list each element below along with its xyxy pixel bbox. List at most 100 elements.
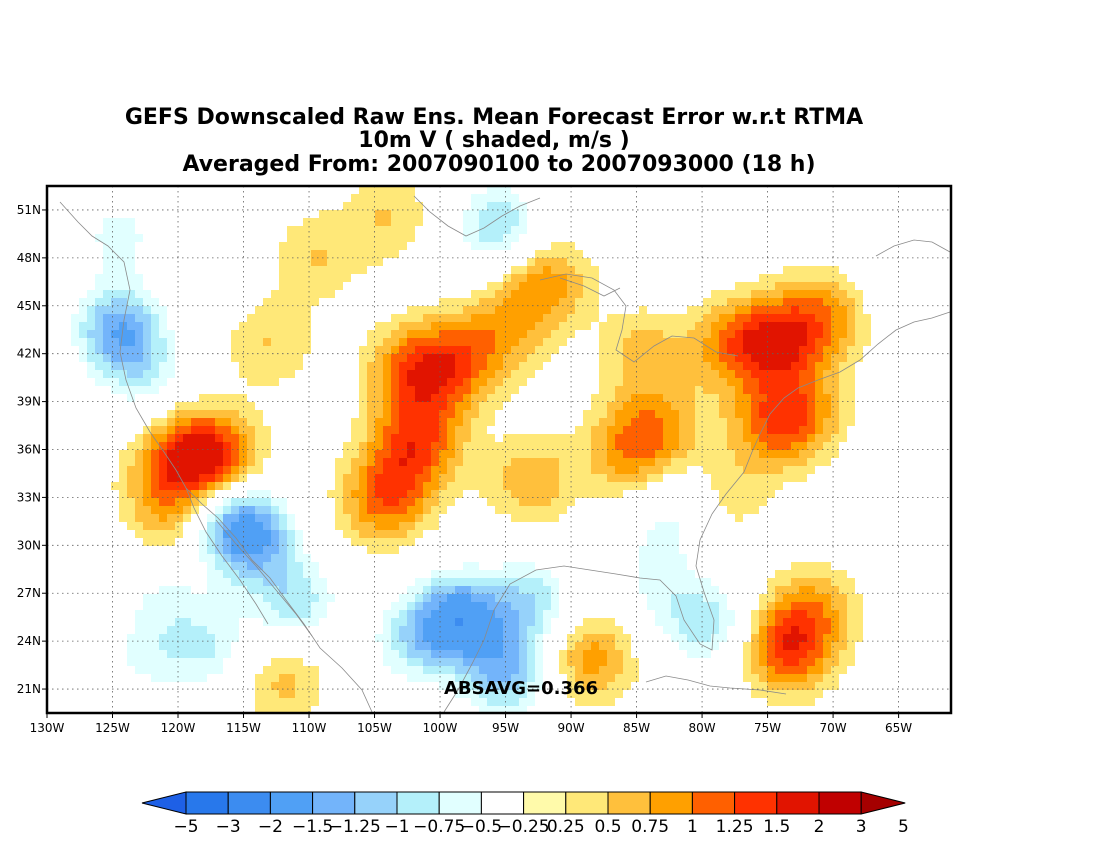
field-cell bbox=[359, 378, 367, 386]
field-cell bbox=[679, 418, 687, 426]
field-cell bbox=[647, 450, 655, 458]
field-cell bbox=[271, 346, 279, 354]
field-cell bbox=[695, 602, 703, 610]
field-cell bbox=[463, 378, 471, 386]
field-cell bbox=[119, 618, 127, 626]
field-cell bbox=[471, 666, 479, 674]
field-cell bbox=[903, 250, 911, 258]
field-cell bbox=[847, 362, 855, 370]
field-cell bbox=[607, 362, 615, 370]
field-cell bbox=[215, 650, 223, 658]
field-cell bbox=[143, 330, 151, 338]
field-cell bbox=[823, 626, 831, 634]
field-cell bbox=[415, 650, 423, 658]
field-cell bbox=[383, 394, 391, 402]
field-cell bbox=[199, 626, 207, 634]
field-cell bbox=[615, 658, 623, 666]
field-cell bbox=[111, 338, 119, 346]
field-cell bbox=[823, 634, 831, 642]
field-cell bbox=[831, 290, 839, 298]
field-cell bbox=[439, 650, 447, 658]
field-cell bbox=[711, 602, 719, 610]
field-cell bbox=[599, 410, 607, 418]
field-cell bbox=[223, 466, 231, 474]
field-cell bbox=[583, 274, 591, 282]
field-cell bbox=[143, 674, 151, 682]
field-cell bbox=[615, 642, 623, 650]
field-cell bbox=[727, 482, 735, 490]
field-cell bbox=[591, 674, 599, 682]
field-cell bbox=[215, 674, 223, 682]
field-cell bbox=[743, 482, 751, 490]
field-cell bbox=[383, 234, 391, 242]
field-cell bbox=[143, 250, 151, 258]
field-cell bbox=[383, 386, 391, 394]
field-cell bbox=[607, 354, 615, 362]
field-cell bbox=[279, 522, 287, 530]
field-cell bbox=[447, 442, 455, 450]
field-cell bbox=[631, 522, 639, 530]
field-cell bbox=[503, 650, 511, 658]
field-cell bbox=[671, 530, 679, 538]
field-cell bbox=[303, 282, 311, 290]
field-cell bbox=[575, 666, 583, 674]
field-cell bbox=[751, 450, 759, 458]
field-cell bbox=[103, 274, 111, 282]
field-cell bbox=[207, 626, 215, 634]
field-cell bbox=[391, 450, 399, 458]
field-cell bbox=[407, 202, 415, 210]
field-cell bbox=[663, 642, 671, 650]
field-cell bbox=[511, 706, 519, 713]
field-cell bbox=[775, 322, 783, 330]
field-cell bbox=[375, 538, 383, 546]
field-cell bbox=[383, 602, 391, 610]
field-cell bbox=[191, 466, 199, 474]
field-cell bbox=[751, 418, 759, 426]
field-cell bbox=[231, 450, 239, 458]
field-cell bbox=[119, 386, 127, 394]
field-cell bbox=[607, 650, 615, 658]
field-cell bbox=[375, 202, 383, 210]
field-cell bbox=[727, 578, 735, 586]
field-cell bbox=[135, 490, 143, 498]
field-cell bbox=[583, 682, 591, 690]
field-cell bbox=[591, 666, 599, 674]
field-cell bbox=[671, 602, 679, 610]
field-cell bbox=[503, 386, 511, 394]
field-cell bbox=[591, 282, 599, 290]
field-cell bbox=[463, 634, 471, 642]
field-cell bbox=[791, 618, 799, 626]
field-cell bbox=[423, 314, 431, 322]
field-cell bbox=[167, 314, 175, 322]
field-cell bbox=[639, 602, 647, 610]
field-cell bbox=[271, 522, 279, 530]
field-cell bbox=[351, 522, 359, 530]
field-cell bbox=[367, 514, 375, 522]
field-cell bbox=[367, 370, 375, 378]
field-cell bbox=[791, 290, 799, 298]
field-cell bbox=[471, 186, 479, 194]
field-cell bbox=[487, 322, 495, 330]
field-cell bbox=[695, 538, 703, 546]
field-cell bbox=[127, 258, 135, 266]
field-cell bbox=[791, 666, 799, 674]
field-cell bbox=[647, 530, 655, 538]
field-cell bbox=[663, 338, 671, 346]
field-cell bbox=[479, 562, 487, 570]
field-cell bbox=[447, 578, 455, 586]
field-cell bbox=[255, 498, 263, 506]
field-cell bbox=[111, 330, 119, 338]
field-cell bbox=[79, 274, 87, 282]
field-cell bbox=[759, 402, 767, 410]
field-cell bbox=[767, 386, 775, 394]
field-cell bbox=[127, 650, 135, 658]
field-cell bbox=[511, 602, 519, 610]
field-cell bbox=[799, 682, 807, 690]
field-cell bbox=[815, 610, 823, 618]
field-cell bbox=[655, 466, 663, 474]
field-cell bbox=[311, 274, 319, 282]
field-cell bbox=[343, 442, 351, 450]
field-cell bbox=[703, 442, 711, 450]
field-cell bbox=[623, 594, 631, 602]
field-cell bbox=[143, 666, 151, 674]
